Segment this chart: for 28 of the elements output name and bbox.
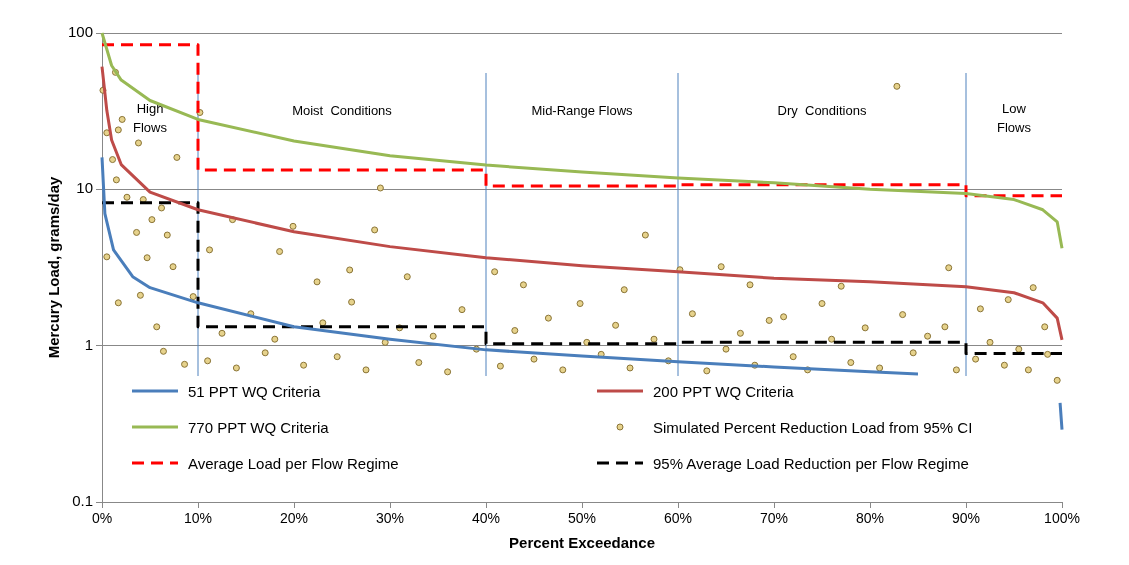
x-tick-label: 70% [759, 510, 789, 527]
legend-label: 770 PPT WQ Criteria [188, 418, 329, 436]
y-axis-title: Mercury Load, grams/day [45, 175, 63, 359]
legend-label: Average Load per Flow Regime [188, 454, 399, 472]
x-tick-label: 90% [951, 510, 981, 527]
annotation: Dry Conditions [777, 102, 867, 118]
x-tick-label: 100% [1044, 510, 1080, 527]
x-tick-label: 50% [567, 510, 597, 527]
x-tick-label: 60% [663, 510, 693, 527]
legend-label: 200 PPT WQ Criteria [653, 382, 794, 400]
legend-label: Simulated Percent Reduction Load from 95% CI [653, 418, 973, 436]
annotation: High Flows [133, 100, 168, 135]
annotation: Moist Conditions [292, 102, 393, 118]
legend-label: 51 PPT WQ Criteria [188, 382, 321, 400]
x-tick-label: 0% [91, 510, 113, 527]
x-tick-label: 10% [183, 510, 213, 527]
annotation: Low Flows [997, 100, 1032, 135]
y-tick-label: 10 [76, 179, 93, 197]
legend-label: 95% Average Load Reduction per Flow Regime [653, 454, 969, 472]
x-axis-title: Percent Exceedance [509, 534, 655, 552]
x-tick-label: 80% [855, 510, 885, 527]
x-tick-label: 20% [279, 510, 309, 527]
annotation: Mid-Range Flows [531, 102, 634, 118]
x-tick-label: 30% [375, 510, 405, 527]
y-tick-label: 100 [67, 23, 93, 41]
x-tick-label: 40% [471, 510, 501, 527]
y-tick-label: 0.1 [72, 492, 93, 510]
y-tick-label: 1 [84, 335, 93, 353]
